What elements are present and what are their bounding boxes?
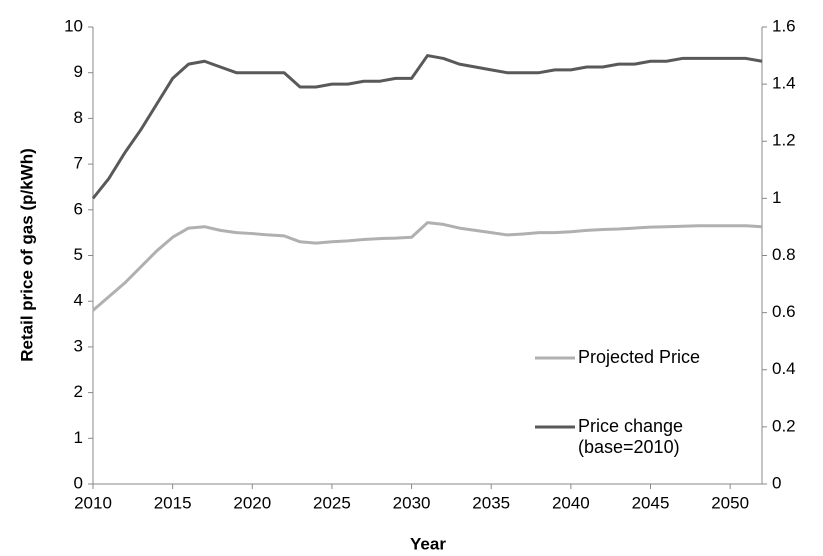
y2-tick-label: 0 xyxy=(772,473,781,492)
x-tick-label: 2015 xyxy=(154,493,192,512)
x-tick-label: 2040 xyxy=(552,493,590,512)
y-tick-label: 6 xyxy=(74,199,83,218)
y-tick-label: 2 xyxy=(74,382,83,401)
y2-tick-label: 1.4 xyxy=(772,74,796,93)
x-tick-label: 2050 xyxy=(711,493,749,512)
y-tick-label: 8 xyxy=(74,108,83,127)
y2-tick-label: 0.8 xyxy=(772,245,796,264)
y2-tick-label: 1 xyxy=(772,188,781,207)
x-tick-label: 2025 xyxy=(313,493,351,512)
y2-tick-label: 0.2 xyxy=(772,416,796,435)
y2-tick-label: 1.2 xyxy=(772,131,796,150)
x-tick-label: 2020 xyxy=(233,493,271,512)
y-tick-label: 4 xyxy=(74,291,83,310)
legend-label: Price change (base=2010) xyxy=(578,416,684,457)
y2-tick-label: 0.6 xyxy=(772,302,796,321)
x-axis-label: Year xyxy=(410,534,446,553)
x-tick-label: 2035 xyxy=(472,493,510,512)
x-tick-label: 2045 xyxy=(632,493,670,512)
x-tick-label: 2030 xyxy=(393,493,431,512)
legend-label: Projected Price xyxy=(578,347,701,367)
y-tick-label: 3 xyxy=(74,336,83,355)
line-series xyxy=(91,54,763,200)
y-tick-label: 1 xyxy=(74,428,83,447)
y-tick-label: 0 xyxy=(74,473,83,492)
y2-tick-label: 0.4 xyxy=(772,359,796,378)
y-tick-label: 7 xyxy=(74,154,83,173)
x-tick-label: 2010 xyxy=(74,493,112,512)
y-tick-label: 10 xyxy=(64,16,83,35)
y2-tick-label: 1.6 xyxy=(772,16,796,35)
line-series xyxy=(92,221,763,312)
y-tick-label: 5 xyxy=(74,245,83,264)
y-axis-label: Retail price of gas (p/kWh) xyxy=(17,148,36,361)
y-tick-label: 9 xyxy=(74,62,83,81)
